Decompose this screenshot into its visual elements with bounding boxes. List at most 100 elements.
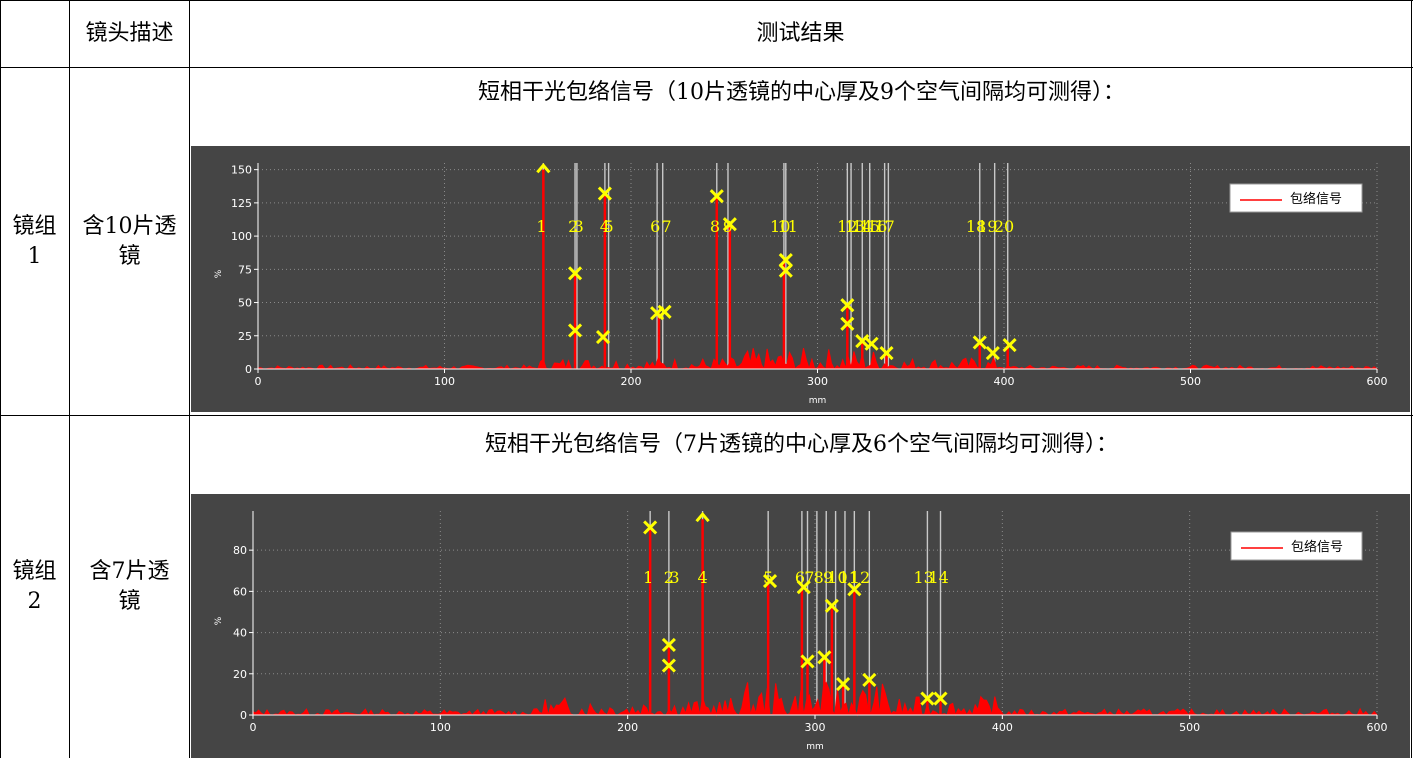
chart1-interface-label: 6 — [650, 217, 660, 236]
chart2-x-marker — [661, 637, 676, 653]
chart2-x-marker — [824, 598, 839, 613]
chart2-interface-label: 11 — [839, 568, 859, 587]
chart2-x-axis-label: mm — [806, 742, 824, 752]
table-divider-header — [0, 67, 1413, 68]
chart1-x-marker — [657, 304, 672, 319]
chart1-x-marker — [972, 335, 987, 350]
chart1-interface-label: 1 — [536, 217, 546, 236]
row1-envelope-chart: 0 100 200 300 400 500 600 0 25 50 75 100 125 150 mm% 1 2… — [191, 146, 1410, 412]
row2-description-cell: 含7片透 镜 — [70, 416, 189, 758]
chart2-legend-box — [1230, 531, 1363, 561]
chart1-x-marker — [840, 298, 855, 313]
chart2-x-tick-label: 300 — [805, 721, 826, 734]
chart1-interface-label: 3 — [574, 217, 584, 236]
row1-description-line1: 含10片透 — [82, 213, 177, 239]
chart1-interface-label: 4 — [600, 217, 610, 236]
chart2-x-tick-label: 200 — [617, 721, 638, 734]
chart2-interface-label: 8 — [814, 568, 824, 587]
chart1-y-tick-label: 125 — [231, 197, 252, 210]
chart1-interface-label: 14 — [852, 217, 872, 236]
chart1-envelope-signal-noise — [257, 347, 1379, 371]
chart1-x-marker — [778, 263, 793, 278]
row1-group-line1: 镜组 — [12, 213, 57, 239]
chart1-x-marker — [840, 316, 855, 331]
chart1-interface-label: 5 — [604, 217, 614, 236]
chart1-x-tick-label: 200 — [621, 375, 642, 388]
chart1-x-tick-label: 300 — [807, 375, 828, 388]
chart2-interface-label: 2 — [664, 568, 674, 587]
header-cell-lens-description: 镜头描述 — [85, 20, 174, 46]
table-divider-col1 — [69, 0, 70, 758]
chart2-x-marker — [933, 691, 948, 706]
chart2-x-marker — [643, 520, 658, 535]
chart2-y-tick-label: 20 — [233, 668, 247, 681]
chart1-y-tick-label: 150 — [231, 164, 252, 177]
chart1-plot-area — [258, 163, 1377, 369]
chart2-x-marker — [836, 677, 851, 692]
chart1-x-tick-label: 100 — [434, 375, 455, 388]
chart2-x-tick-label: 500 — [1179, 721, 1200, 734]
row2-group-line2: 2 — [27, 589, 42, 614]
chart1-interface-label: 16 — [867, 217, 887, 236]
chart1-interface-label: 12 — [837, 217, 857, 236]
chart1-x-marker — [864, 336, 879, 351]
chart1-x-marker — [722, 217, 737, 232]
chart1-x-marker — [778, 252, 793, 268]
chart1-interface-label: 20 — [994, 217, 1014, 236]
chart1-x-marker — [567, 266, 583, 281]
row1-group-cell: 镜组 1 — [0, 68, 69, 415]
chart1-y-tick-label: 0 — [245, 363, 252, 376]
chart2-interface-label: 14 — [928, 568, 948, 587]
row1-group-line2: 1 — [27, 243, 42, 269]
chart2-interface-label: 4 — [698, 568, 708, 587]
chart2-interface-label: 6 — [795, 568, 805, 587]
chart1-y-tick-label: 75 — [238, 263, 252, 276]
row1-description-line2: 镜 — [118, 243, 141, 269]
row2-group-line1: 镜组 — [12, 559, 57, 584]
chart1-y-tick-label: 50 — [238, 297, 252, 310]
header-cell-test-result: 测试结果 — [756, 20, 845, 46]
row2-group-cell: 镜组 2 — [0, 416, 69, 758]
chart1-x-tick-label: 600 — [1367, 375, 1388, 388]
chart1-x-marker — [985, 345, 1000, 361]
table-border-top — [0, 0, 1413, 1]
chart1-interface-label: 11 — [777, 217, 797, 236]
chart2-x-tick-label: 600 — [1367, 721, 1388, 734]
header-cell-empty — [0, 0, 69, 67]
chart1-x-tick-label: 0 — [255, 375, 262, 388]
chart1-interface-label: 15 — [860, 217, 880, 236]
table-border-left — [0, 0, 1, 758]
table-divider-row1 — [0, 415, 1413, 416]
chart1-interface-label: 18 — [966, 217, 986, 236]
chart2-interface-label: 12 — [850, 568, 870, 587]
chart2-interface-label: 7 — [804, 568, 814, 587]
chart2-x-marker — [800, 654, 815, 669]
chart2-x-marker — [847, 582, 862, 597]
chart2-y-tick-label: 80 — [233, 544, 247, 557]
chart1-interface-label: 17 — [874, 217, 894, 236]
chart2-plot-area — [253, 511, 1377, 715]
chart1-legend-label: 包络信号 — [1290, 191, 1342, 207]
chart2-interface-label: 1 — [643, 568, 653, 587]
table-border-right — [1411, 0, 1412, 758]
chart2-x-tick-label: 0 — [250, 721, 257, 734]
chart1-x-marker — [567, 323, 583, 338]
chart1-interface-label: 2 — [568, 217, 578, 236]
chart2-x-tick-label: 100 — [430, 721, 451, 734]
chart1-x-marker — [595, 330, 611, 345]
chart2-x-marker — [817, 650, 832, 665]
chart1-x-marker — [709, 189, 724, 204]
chart1-interface-label: 10 — [770, 217, 790, 236]
chart2-interface-label: 10 — [827, 568, 847, 587]
chart1-y-axis-label: % — [214, 269, 224, 278]
chart1-interface-label: 8 — [710, 217, 720, 236]
chart1-x-marker — [597, 186, 612, 201]
chart2-x-marker — [796, 580, 811, 595]
chart2-x-tick-label: 400 — [992, 721, 1013, 734]
chart1-x-tick-label: 500 — [1180, 375, 1201, 388]
chart2-peak-marker — [695, 511, 710, 523]
row2-chart-caption: 短相干光包络信号（7片透镜的中心厚及6个空气间隔均可测得）： — [485, 432, 1118, 457]
row2-description-line1: 含7片透 — [89, 559, 170, 584]
chart2-x-marker — [862, 672, 877, 688]
